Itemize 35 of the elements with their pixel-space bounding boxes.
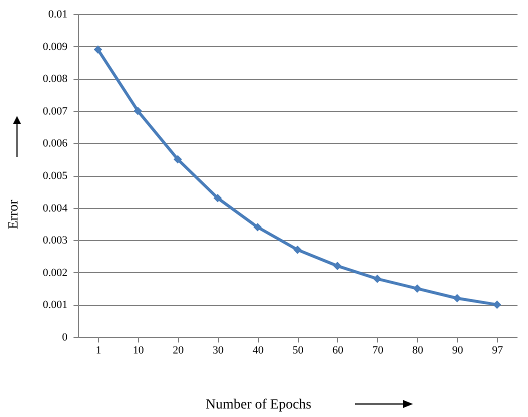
y-tick-label: 0.004 xyxy=(42,202,68,214)
point xyxy=(413,284,422,293)
point xyxy=(492,300,502,309)
point xyxy=(373,274,382,284)
x-tick-label: 60 xyxy=(332,344,344,356)
x-tick-label: 10 xyxy=(132,344,144,356)
point xyxy=(174,155,182,164)
x-tick-label: 90 xyxy=(452,344,464,356)
y-tick-label: 0.007 xyxy=(42,105,68,118)
y-tick-label: 0.001 xyxy=(42,299,68,312)
y-tick-label: 0.002 xyxy=(42,266,68,279)
point xyxy=(293,246,302,254)
point xyxy=(253,222,262,232)
x-axis-title: Number of Epochs xyxy=(206,398,312,412)
point xyxy=(452,294,462,302)
x-tick-label: 30 xyxy=(212,344,224,356)
y-tick-label: 0.01 xyxy=(48,8,68,20)
x-tick-label: 97 xyxy=(492,344,504,356)
x-tick-label: 70 xyxy=(372,344,384,356)
x-tick-label: 1 xyxy=(96,344,102,356)
x-tick-label: 80 xyxy=(412,344,424,356)
point xyxy=(134,106,142,116)
y-axis-title: Error xyxy=(6,199,22,230)
y-tick-label: 0.003 xyxy=(42,234,68,247)
x-tick-label: 40 xyxy=(252,344,264,356)
y-tick-label: 0.008 xyxy=(42,73,68,86)
y-tick-label: 0 xyxy=(62,332,68,344)
x-tick-label: 50 xyxy=(292,344,304,356)
x-tick-label: 20 xyxy=(172,344,184,356)
point xyxy=(333,262,342,270)
y-tick-label: 0.006 xyxy=(42,138,68,150)
y-tick-label: 0.009 xyxy=(42,40,68,53)
y-tick-label: 0.005 xyxy=(42,170,68,182)
point xyxy=(214,194,222,202)
point xyxy=(94,45,102,54)
